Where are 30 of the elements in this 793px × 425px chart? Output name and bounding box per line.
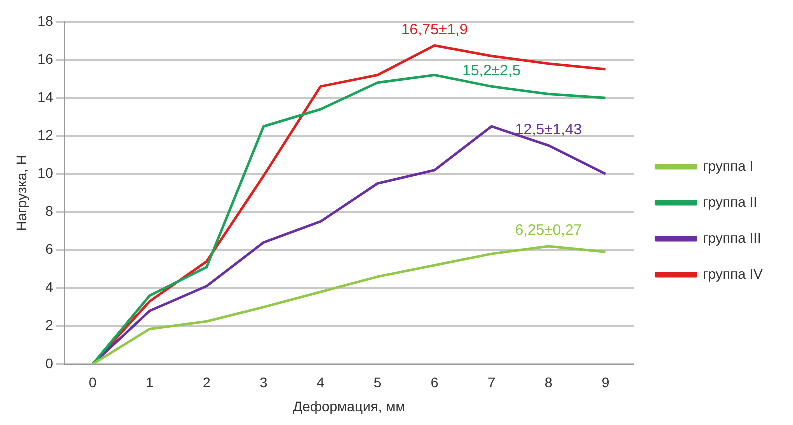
y-tick-label: 4 (46, 279, 54, 296)
y-tick-label: 8 (46, 203, 54, 220)
annotation: 6,25±0,27 (515, 222, 582, 240)
annotation: 15,2±2,5 (462, 62, 521, 80)
y-tick-label: 0 (46, 355, 54, 372)
x-tick-label: 5 (374, 374, 382, 391)
x-axis-title: Деформация, мм (293, 398, 406, 414)
x-tick-label: 8 (544, 374, 553, 391)
legend-label: группа I (703, 158, 754, 174)
y-tick-label: 12 (38, 126, 54, 143)
y-tick-label: 6 (46, 241, 54, 258)
legend-label: группа III (703, 230, 762, 246)
x-tick-label: 6 (430, 374, 439, 391)
annotation: 16,75±1,9 (401, 21, 468, 38)
x-tick-label: 2 (202, 374, 211, 391)
y-tick-label: 18 (38, 12, 54, 29)
x-tick-label: 0 (88, 374, 97, 391)
y-tick-label: 14 (38, 88, 54, 105)
legend-label: группа II (703, 194, 758, 210)
y-tick-label: 16 (38, 50, 54, 67)
x-tick-label: 1 (146, 374, 154, 391)
legend-label: группа IV (703, 266, 764, 282)
x-tick-label: 4 (316, 374, 325, 391)
y-tick-label: 2 (46, 317, 54, 334)
x-tick-label: 9 (602, 374, 610, 391)
x-tick-label: 7 (488, 374, 496, 391)
x-tick-label: 3 (260, 374, 268, 391)
y-axis-title: Нагрузка, Н (13, 155, 30, 232)
annotation: 12,5±1,43 (515, 121, 582, 138)
y-tick-label: 10 (38, 165, 54, 182)
